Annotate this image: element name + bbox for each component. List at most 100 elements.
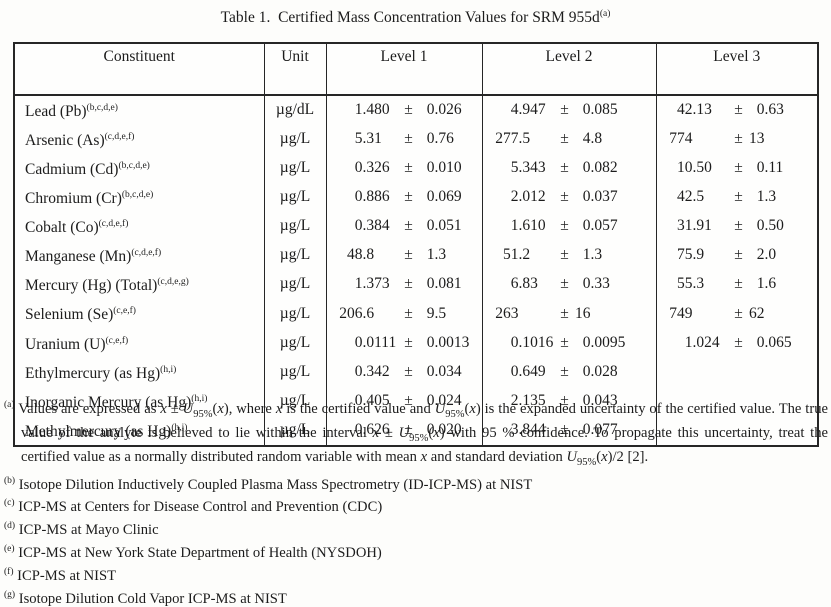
measurement: 2.012 ±0.037	[483, 185, 656, 210]
constituent-footnote-refs: (c,e,f)	[105, 335, 129, 346]
table-row: Cadmium (Cd)(b,c,d,e) µg/L 0.326 ±0.010 5…	[14, 154, 818, 184]
unit-cell: µg/L	[263, 299, 326, 329]
measurement: 2.135 ±0.043	[483, 389, 656, 414]
constituent-cell: Cobalt (Co)(c,d,e,f)	[14, 212, 264, 241]
measurement: 51.2 ±1.3	[483, 243, 656, 268]
table-row: Arsenic (As)(c,d,e,f) µg/L 5.31 ±0.76 277…	[14, 125, 818, 155]
unit-cell: µg/dL	[263, 95, 326, 126]
plus-minus-sign: ±	[560, 420, 569, 438]
value-int: 42	[677, 101, 693, 119]
plus-minus-sign: ±	[560, 159, 569, 177]
plus-minus-sign: ±	[734, 217, 743, 235]
constituent-cell: Ethylmercury (as Hg)(h,i)	[14, 358, 264, 387]
value-int: 1	[354, 101, 363, 119]
measurement: 0.1016 ±0.0095	[483, 331, 656, 356]
plus-minus-sign: ±	[404, 159, 413, 177]
plus-minus-sign: ±	[560, 101, 569, 119]
measurement: 3.844 ±0.077	[483, 418, 656, 443]
constituent-cell: Uranium (U)(c,e,f)	[14, 329, 264, 358]
footnote-label: (g)	[4, 589, 16, 600]
uncertainty-frac: .085	[590, 101, 618, 119]
level1-cell: 5.31 ±0.76	[325, 125, 482, 155]
uncertainty-frac: .6	[764, 275, 777, 293]
plus-minus-sign: ±	[404, 275, 413, 293]
constituent-name: Arsenic (As)	[25, 132, 105, 150]
footnote-f: (f) ICP-MS at NIST	[4, 563, 828, 586]
constituent-cell: Lead (Pb)(b,c,d,e)	[14, 95, 264, 125]
constituent-cell: Inorganic Mercury (as Hg)(h,i)	[14, 387, 264, 416]
level2-cell: 277.5 ±4.8	[481, 125, 656, 155]
uncertainty-int: 0	[582, 333, 591, 351]
measurement: 206.6 ±9.5	[327, 302, 482, 327]
constituent-name: Inorganic Mercury (as Hg)	[25, 393, 192, 411]
measurement: 1.480 ±0.026	[327, 98, 482, 123]
value-frac: .2	[518, 246, 531, 264]
uncertainty-int: 0	[582, 362, 591, 380]
footnote-text: ICP-MS at New York State Department of H…	[18, 545, 382, 562]
value-frac: .405	[362, 391, 390, 409]
uncertainty-frac: .0013	[434, 333, 470, 351]
value-int: 2	[510, 188, 519, 206]
measurement: 277.5 ±4.8	[483, 127, 656, 152]
constituent-footnote-refs: (c,e,f)	[113, 306, 136, 317]
value-int: 0	[354, 420, 363, 438]
uncertainty-frac: .051	[434, 217, 462, 235]
constituent-name: Manganese (Mn)	[25, 248, 132, 266]
level2-cell: 0.649 ±0.028	[481, 357, 656, 387]
level1-cell: 1.480 ±0.026	[325, 95, 482, 126]
table-row: Uranium (U)(c,e,f) µg/L 0.0111 ±0.0013 0.…	[14, 328, 818, 358]
value-frac: .886	[362, 188, 390, 206]
uncertainty-int: 0	[426, 391, 435, 409]
table-row: Ethylmercury (as Hg)(h,i) µg/L 0.342 ±0.0…	[14, 357, 818, 387]
table-row: Cobalt (Co)(c,d,e,f) µg/L 0.384 ±0.051 1.…	[14, 212, 818, 242]
level1-cell: 48.8 ±1.3	[325, 241, 482, 271]
value-frac: .8	[362, 246, 375, 264]
header-level-2: Level 2	[481, 43, 656, 96]
uncertainty-int: 1	[582, 246, 591, 264]
plus-minus-sign: ±	[734, 101, 743, 119]
value-int: 0	[354, 188, 363, 206]
footnote-text: Isotope Dilution Cold Vapor ICP-MS at NI…	[18, 590, 287, 607]
uncertainty-frac	[591, 302, 656, 327]
header-level-3: Level 3	[655, 43, 818, 96]
level2-cell: 263 ±16	[481, 299, 656, 329]
value-int: 0	[354, 362, 363, 380]
footnote-label: (e)	[4, 544, 15, 555]
uncertainty-frac: .065	[764, 333, 792, 351]
uncertainty-frac: .081	[434, 275, 462, 293]
unit-cell: µg/L	[263, 212, 326, 242]
certified-values-table: Constituent Unit Level 1 Level 2 Level 3…	[13, 42, 819, 447]
measurement: 31.91 ±0.50	[657, 214, 818, 239]
footnote-a: (a) Values are expressed as x ± U95%(x),…	[4, 396, 828, 472]
uncertainty-int: 0	[756, 333, 765, 351]
table-row: Lead (Pb)(b,c,d,e) µg/dL 1.480 ±0.026 4.9…	[14, 95, 818, 126]
footnote-g: (g) Isotope Dilution Cold Vapor ICP-MS a…	[4, 586, 828, 607]
value-frac: .326	[362, 159, 390, 177]
uncertainty-frac: .3	[764, 188, 777, 206]
value-frac	[519, 302, 555, 327]
measurement: 0.649 ±0.028	[483, 360, 656, 385]
level2-cell: 1.610 ±0.057	[481, 212, 656, 242]
measurement: 55.3 ±1.6	[657, 272, 818, 297]
plus-minus-sign: ±	[734, 188, 743, 206]
level3-cell: 1.024 ±0.065	[655, 328, 818, 358]
table-header-row: Constituent Unit Level 1 Level 2 Level 3	[14, 43, 818, 96]
constituent-name: Uranium (U)	[25, 335, 106, 353]
value-frac: .5	[518, 130, 531, 148]
table-row: Mercury (Hg) (Total)(c,d,e,g) µg/L 1.373…	[14, 270, 818, 300]
value-frac: .626	[362, 420, 390, 438]
footnote-text: ICP-MS at NIST	[17, 567, 117, 584]
level2-cell: 5.343 ±0.082	[481, 154, 656, 184]
uncertainty-frac: .057	[590, 217, 618, 235]
value-frac: .649	[518, 362, 546, 380]
value-frac: .5	[692, 188, 705, 206]
value-int: 1	[354, 275, 363, 293]
measurement: 0.626 ±0.020	[327, 418, 482, 443]
value-frac: .83	[518, 275, 538, 293]
uncertainty-frac: .020	[434, 420, 462, 438]
value-frac: .480	[362, 101, 390, 119]
value-frac: .844	[518, 420, 546, 438]
unit-cell: µg/L	[263, 183, 326, 213]
constituent-name: Methylmercury (as Hg)	[25, 422, 172, 440]
table-title-footnote-ref: (a)	[599, 9, 611, 19]
